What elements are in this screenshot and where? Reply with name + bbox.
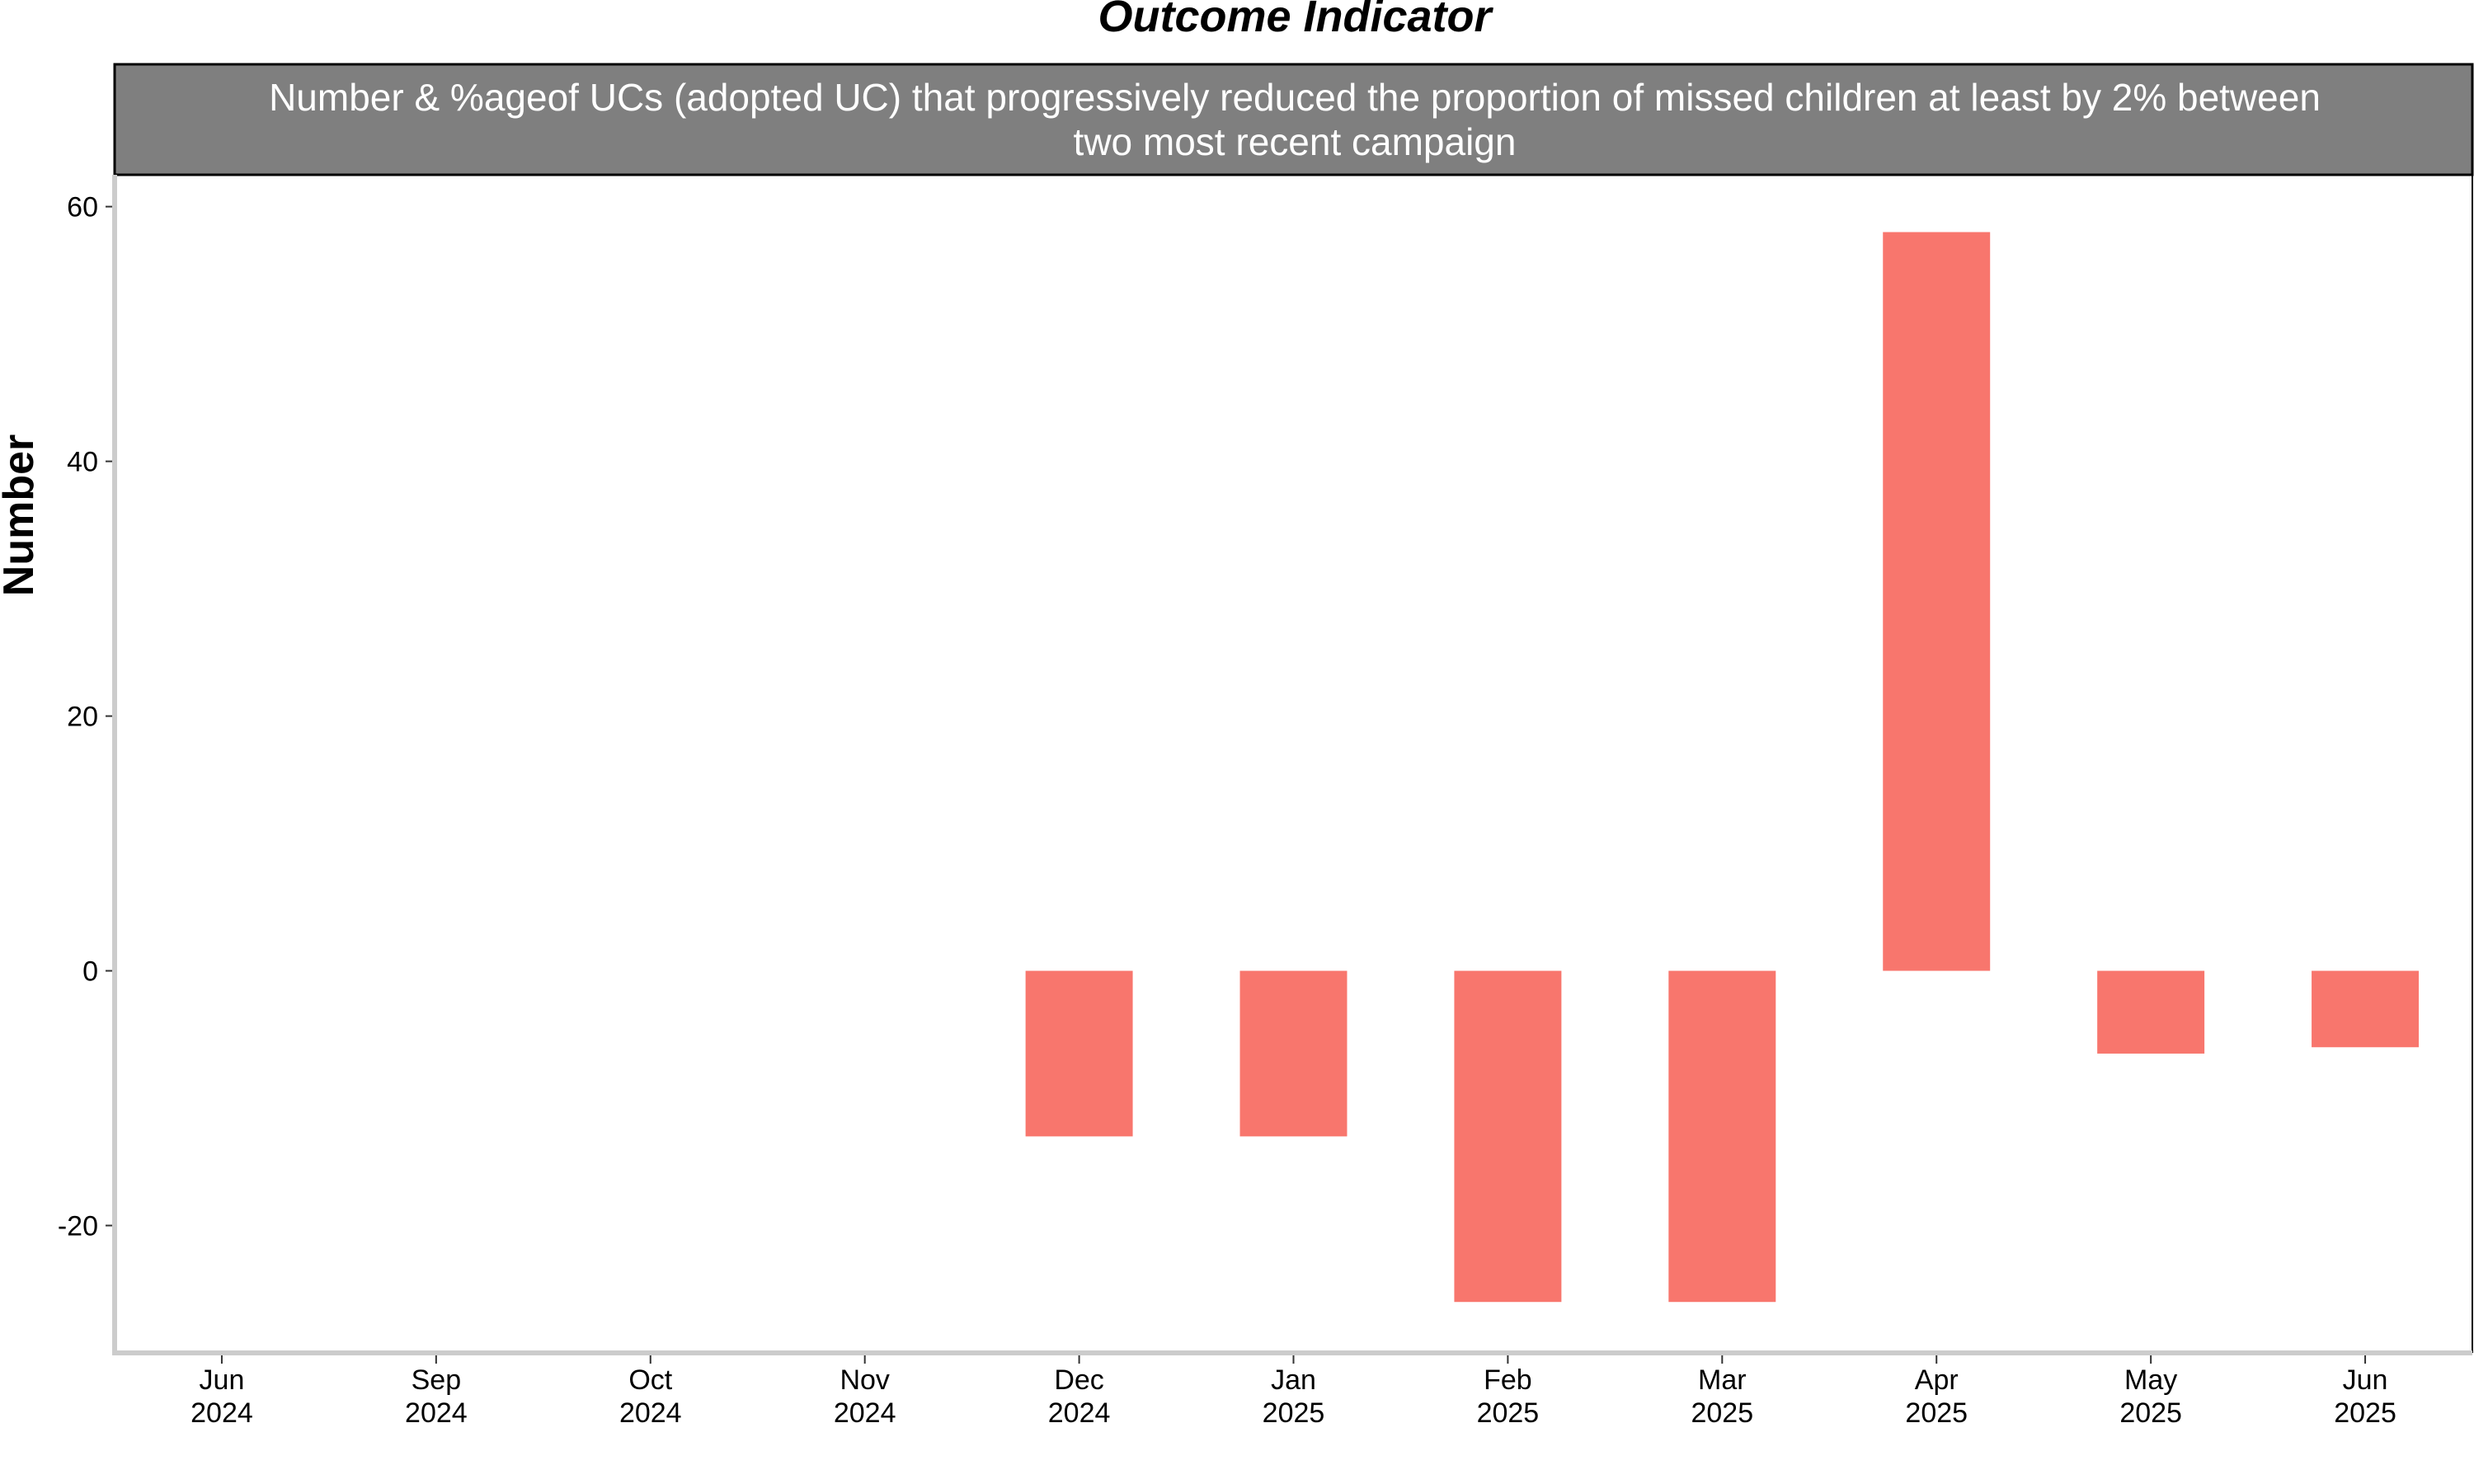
facet-strip: Number & %ageof UCs (adopted UC) that pr… (113, 63, 2474, 176)
x-tick-label: Nov 2024 (834, 1364, 896, 1429)
strip-label-line-2: two most recent campaign (1074, 120, 1517, 163)
x-tick-label: Feb 2025 (1477, 1364, 1540, 1429)
bar-feb-2025 (1454, 970, 1562, 1303)
x-tick-label: Jun 2024 (190, 1364, 253, 1429)
bar-dec-2024 (1025, 970, 1133, 1137)
x-ticks-group: Jun 2024 Sep 2024 Oct 2024 Nov 2024 Dec 2024 Jan 20… (190, 1355, 2396, 1429)
y-tick-label: 60 (67, 192, 98, 223)
x-tick-label: Dec 2024 (1048, 1364, 1111, 1429)
x-tick-label: Jun 2025 (2334, 1364, 2396, 1429)
x-tick-label: Apr 2025 (1905, 1364, 1968, 1429)
x-tick-label: Mar 2025 (1691, 1364, 1753, 1429)
strip-label-line-1: Number & %ageof UCs (adopted UC) that pr… (269, 76, 2321, 119)
strip-background (113, 63, 2474, 176)
x-tick-label: Sep 2024 (405, 1364, 468, 1429)
x-tick-label: Jan 2025 (1263, 1364, 1325, 1429)
x-tick-label: Oct 2024 (619, 1364, 682, 1429)
bar-apr-2025 (1883, 232, 1991, 971)
plot-panel: 60 40 20 0 -20 Jun 2024 Sep 2024 Oct 2024 Nov 2024 D… (58, 175, 2473, 1429)
y-tick-label: 40 (67, 447, 98, 478)
x-tick-label: May 2025 (2119, 1364, 2182, 1429)
bar-may-2025 (2097, 970, 2205, 1054)
bar-jan-2025 (1239, 970, 1348, 1137)
y-tick-label: -20 (58, 1211, 98, 1242)
y-tick-label: 20 (67, 702, 98, 733)
y-ticks-group: 60 40 20 0 -20 (58, 192, 112, 1242)
bar-mar-2025 (1668, 970, 1776, 1303)
bars-group (1025, 232, 2420, 1303)
chart-title: Outcome Indicator (1098, 0, 1493, 41)
bar-jun-2025 (2312, 970, 2420, 1048)
y-axis-label: Number (0, 434, 43, 596)
y-tick-label: 0 (82, 956, 98, 988)
